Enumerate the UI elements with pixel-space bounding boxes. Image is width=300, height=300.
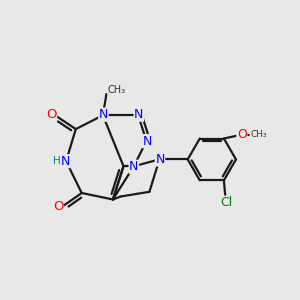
Text: O: O <box>46 108 57 121</box>
Text: N: N <box>99 108 108 121</box>
Text: O: O <box>237 128 247 141</box>
Text: CH₃: CH₃ <box>108 85 126 94</box>
Text: N: N <box>129 160 139 173</box>
Text: N: N <box>155 153 165 166</box>
Text: CH₃: CH₃ <box>250 130 267 140</box>
Text: N: N <box>134 108 143 121</box>
Text: N: N <box>61 155 70 168</box>
Text: N: N <box>142 135 152 148</box>
Text: O: O <box>53 200 63 213</box>
Text: Cl: Cl <box>220 196 232 209</box>
Text: H: H <box>53 156 61 166</box>
